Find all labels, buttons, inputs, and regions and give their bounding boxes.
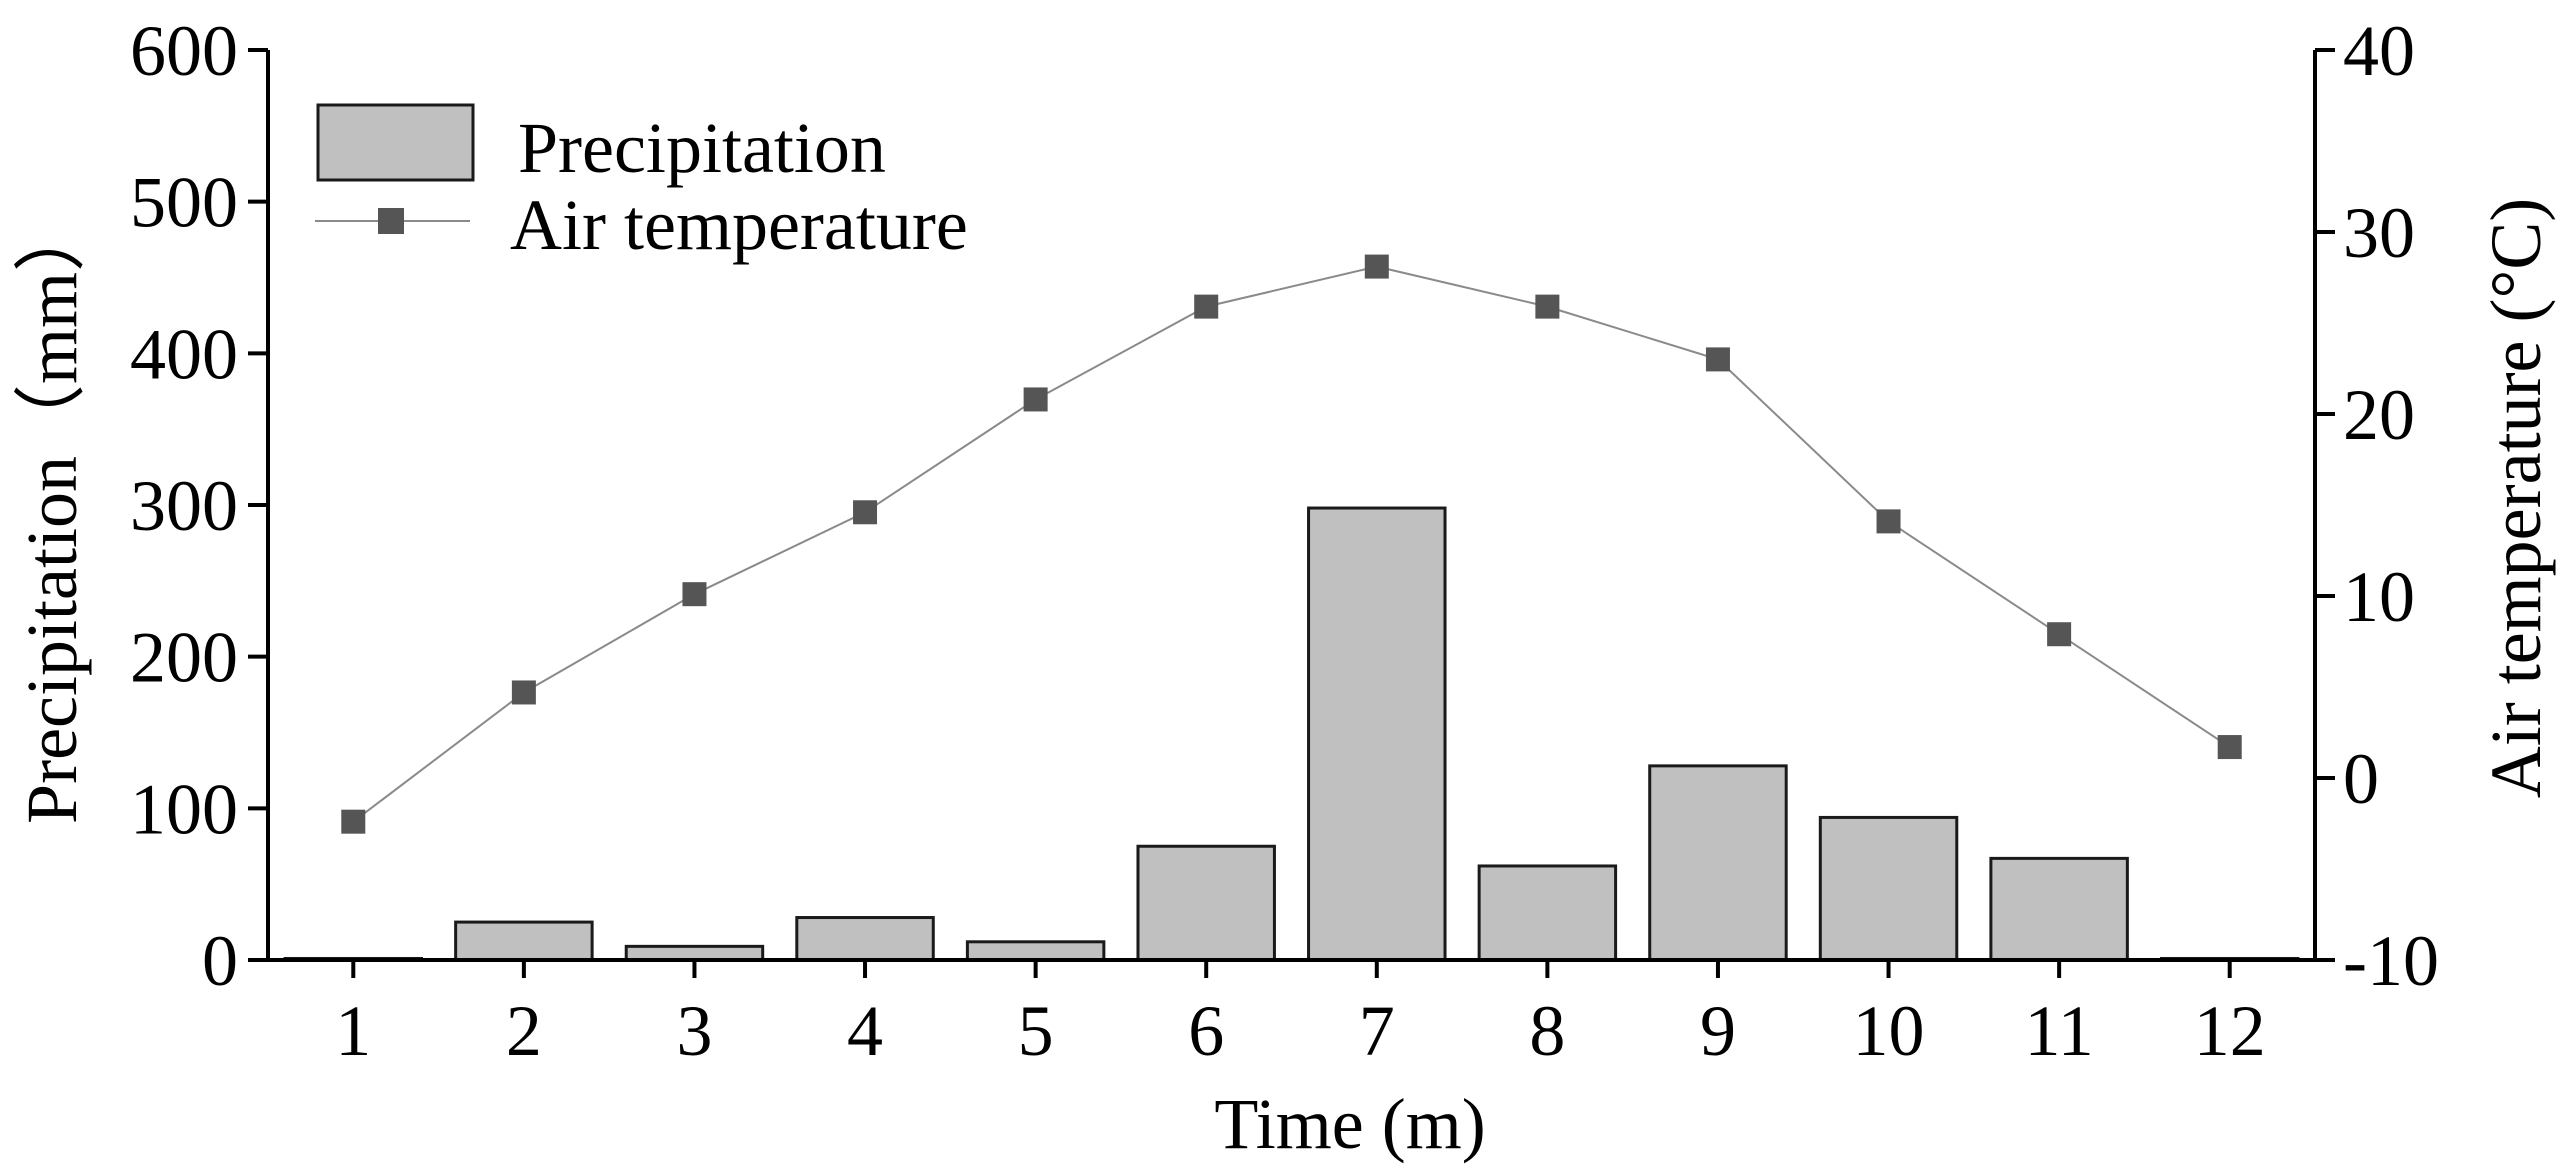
x-tick-label: 3 xyxy=(676,991,712,1071)
y-right-tick-label: 0 xyxy=(2343,739,2379,819)
y-right-tick-label: 10 xyxy=(2343,557,2415,637)
y-left-tick-label: 200 xyxy=(130,618,238,698)
line-air-temperature xyxy=(352,265,2231,823)
y-left-tick-label: 100 xyxy=(130,769,238,849)
x-axis-title: Time (m) xyxy=(1214,1084,1485,1164)
x-tick-label: 10 xyxy=(1853,991,1925,1071)
y-left-tick-label: 500 xyxy=(130,163,238,243)
x-tick-label: 6 xyxy=(1188,991,1224,1071)
legend-swatch-air-temperature-marker xyxy=(378,208,404,234)
y-left-tick-label: 400 xyxy=(130,314,238,394)
bar-precipitation-11 xyxy=(1989,856,2129,962)
bar-precipitation-5 xyxy=(965,940,1106,962)
marker-air-temperature-11 xyxy=(2047,622,2072,647)
legend-label-precipitation: Precipitation xyxy=(518,108,886,188)
y-axis-right-title: Air temperature (°C) xyxy=(2476,198,2556,799)
marker-air-temperature-12 xyxy=(2217,735,2242,760)
y-right-tick-label: 40 xyxy=(2343,11,2415,91)
x-tick-label: 1 xyxy=(335,991,371,1071)
y-right-tick-label: 20 xyxy=(2343,375,2415,455)
y-right-tick-label: 30 xyxy=(2343,193,2415,273)
bar-precipitation-9 xyxy=(1648,764,1788,962)
y-left-tick-label: 300 xyxy=(130,466,238,546)
x-tick-label: 5 xyxy=(1018,991,1054,1071)
bar-precipitation-6 xyxy=(1136,844,1276,962)
legend-label-air-temperature: Air temperature xyxy=(510,185,968,265)
bar-precipitation-3 xyxy=(624,944,765,962)
y-right-tick-label: -10 xyxy=(2343,921,2439,1001)
marker-air-temperature-5 xyxy=(1023,387,1048,412)
y-left-tick-label: 600 xyxy=(130,11,238,91)
y-left-tick-label: 0 xyxy=(202,921,238,1001)
x-tick-label: 4 xyxy=(847,991,883,1071)
y-axis-left-title: Precipitation（mm） xyxy=(12,200,92,824)
x-tick-label: 12 xyxy=(2194,991,2266,1071)
legend-swatch-precipitation xyxy=(316,103,475,182)
bar-precipitation-8 xyxy=(1477,864,1618,962)
bar-precipitation-4 xyxy=(795,916,935,962)
marker-air-temperature-2 xyxy=(511,680,536,705)
marker-air-temperature-7 xyxy=(1364,254,1389,279)
temperature-line-layer xyxy=(341,254,2242,834)
marker-air-temperature-10 xyxy=(1876,509,1901,534)
x-tick-label: 2 xyxy=(506,991,542,1071)
legend: Precipitation Air temperature xyxy=(315,103,968,265)
marker-air-temperature-6 xyxy=(1194,294,1219,319)
marker-air-temperature-8 xyxy=(1535,294,1560,319)
marker-air-temperature-3 xyxy=(682,582,707,607)
bar-precipitation-2 xyxy=(454,920,594,962)
marker-air-temperature-1 xyxy=(341,809,366,834)
marker-air-temperature-9 xyxy=(1705,347,1730,372)
marker-air-temperature-4 xyxy=(853,500,878,525)
bar-precipitation-7 xyxy=(1307,506,1447,962)
x-tick-label: 7 xyxy=(1359,991,1395,1071)
bars-layer xyxy=(283,506,2300,962)
bar-precipitation-10 xyxy=(1818,815,1959,962)
x-tick-label: 11 xyxy=(2024,991,2093,1071)
x-tick-label: 8 xyxy=(1529,991,1565,1071)
x-tick-label: 9 xyxy=(1700,991,1736,1071)
